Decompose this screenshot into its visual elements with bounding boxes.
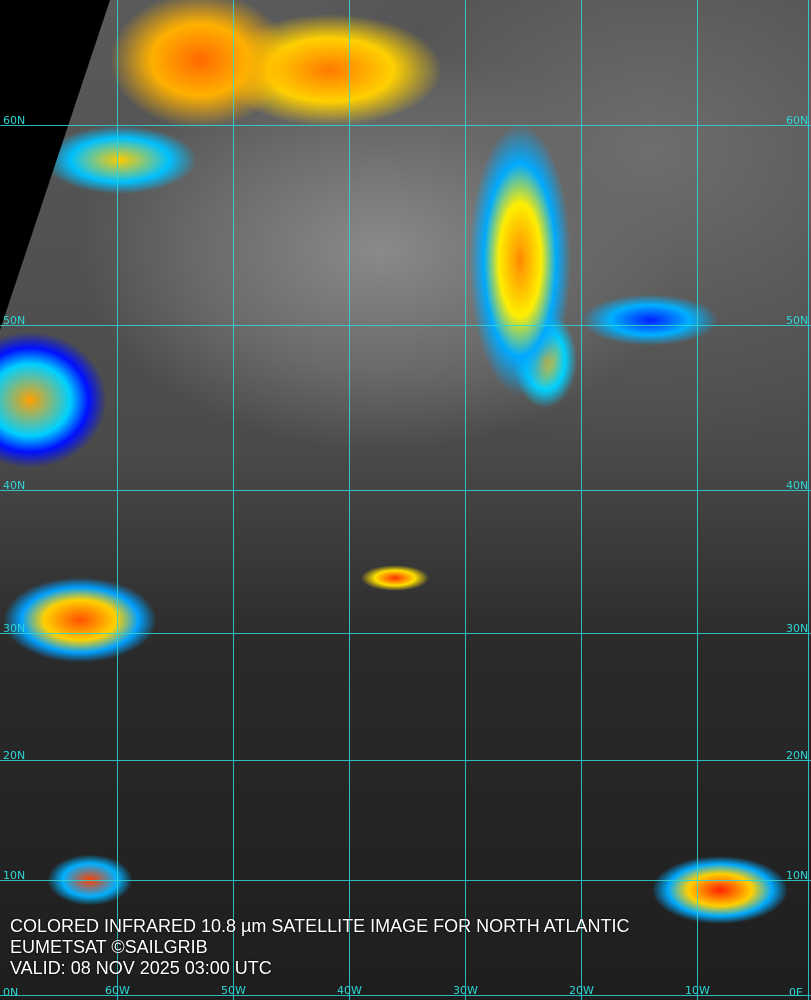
lat-label: 20N [786,749,809,762]
lat-label: 20N [3,749,26,762]
lon-line-10w [697,0,698,1000]
lon-label: 50W [221,984,246,997]
lon-label: 20W [569,984,594,997]
lat-line-0n [0,995,811,996]
lon-label: 40W [337,984,362,997]
lat-label: 60N [3,114,26,127]
lat-line-50n [0,325,811,326]
lon-label: 60W [105,984,130,997]
lon-line-40w [349,0,350,1000]
lon-line-20w [581,0,582,1000]
image-caption: COLORED INFRARED 10.8 µm SATELLITE IMAGE… [10,916,629,979]
lat-label: 50N [786,314,809,327]
lon-label: 0E [789,986,803,999]
lat-line-10n [0,880,811,881]
lat-label: 60N [786,114,809,127]
lat-label: 40N [3,479,26,492]
lat-label: 10N [3,869,26,882]
lat-label: 0N [3,986,19,999]
lat-label: 40N [786,479,809,492]
lat-label: 30N [786,622,809,635]
no-data-region [0,0,110,330]
caption-title: COLORED INFRARED 10.8 µm SATELLITE IMAGE… [10,916,630,936]
lat-label: 30N [3,622,26,635]
lat-label: 10N [786,869,809,882]
caption-valid-time: VALID: 08 NOV 2025 03:00 UTC [10,958,272,978]
lon-line-0e [808,0,809,1000]
lon-line-50w [233,0,234,1000]
lat-line-40n [0,490,811,491]
lon-line-30w [465,0,466,1000]
lat-line-30n [0,633,811,634]
lat-line-20n [0,760,811,761]
lat-label: 50N [3,314,26,327]
lat-line-60n [0,125,811,126]
lon-line-60w [117,0,118,1000]
lon-label: 10W [685,984,710,997]
caption-credit: EUMETSAT ©SAILGRIB [10,937,208,957]
lon-label: 30W [453,984,478,997]
